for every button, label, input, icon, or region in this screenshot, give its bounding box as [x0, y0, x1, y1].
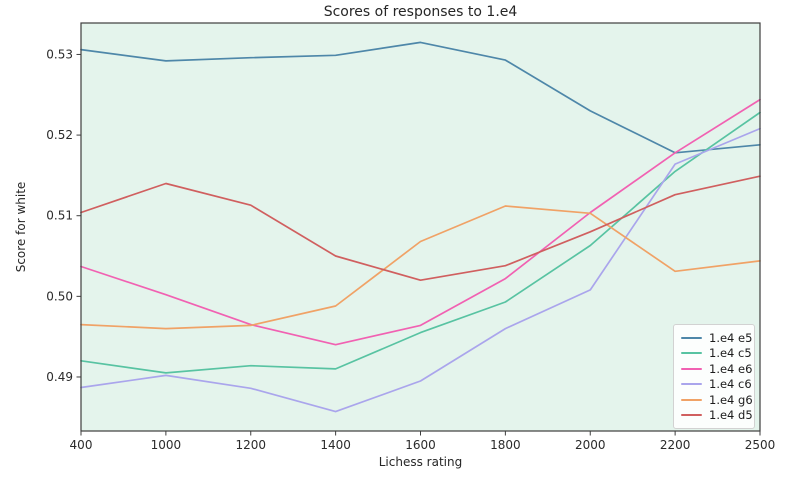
legend: 1.e4 e5 1.e4 c5 1.e4 e6 1.e4 c6 1.e4 g6 1.e4 …: [673, 324, 755, 429]
x-tick-label: 1200: [235, 438, 266, 452]
legend-line-swatch: [681, 352, 702, 355]
legend-item-label: 1.e4 e5: [709, 330, 753, 345]
x-tick-label: 1400: [320, 438, 351, 452]
x-tick-label: 2500: [745, 438, 776, 452]
line-1-e4-e6: [80, 98, 761, 346]
x-tick-label: 400: [70, 438, 93, 452]
x-axis-label: Lichess rating: [378, 455, 463, 469]
legend-item-label: 1.e4 e6: [709, 361, 753, 376]
y-tick-label: 0.50: [46, 289, 73, 303]
legend-line-swatch: [681, 367, 702, 370]
x-tick-label: 1600: [405, 438, 436, 452]
legend-item-label: 1.e4 c6: [709, 377, 752, 392]
x-tick-label: 1800: [490, 438, 521, 452]
legend-item: 1.e4 d5: [681, 408, 753, 424]
legend-item-label: 1.e4 d5: [709, 408, 753, 423]
line-1-e4-d5: [80, 175, 761, 282]
legend-item: 1.e4 c6: [681, 377, 752, 393]
x-tick-label: 2200: [660, 438, 691, 452]
y-axis-label: Score for white: [14, 181, 28, 273]
x-tick-label: 2000: [575, 438, 606, 452]
x-tick-label: 1000: [151, 438, 182, 452]
legend-line-swatch: [681, 383, 702, 386]
legend-line-swatch: [681, 398, 702, 401]
legend-line-swatch: [681, 414, 702, 417]
y-tick-label: 0.49: [46, 370, 73, 384]
y-tick-label: 0.53: [46, 47, 73, 61]
plot-area: [81, 23, 760, 431]
legend-item: 1.e4 e6: [681, 361, 752, 377]
chart-title: Scores of responses to 1.e4: [323, 4, 518, 20]
legend-item: 1.e4 g6: [681, 392, 753, 408]
legend-item: 1.e4 c5: [681, 346, 752, 362]
legend-item-label: 1.e4 g6: [709, 392, 753, 407]
line-1-e4-c5: [80, 111, 761, 374]
line-1-e4-g6: [80, 205, 761, 330]
line-1-e4-c6: [80, 127, 761, 413]
line-1-e4-e5: [80, 41, 761, 154]
y-tick-label: 0.51: [46, 209, 73, 223]
legend-item: 1.e4 e5: [681, 330, 752, 346]
legend-item-label: 1.e4 c5: [709, 346, 752, 361]
y-tick-label: 0.52: [46, 128, 73, 142]
legend-line-swatch: [681, 336, 702, 339]
